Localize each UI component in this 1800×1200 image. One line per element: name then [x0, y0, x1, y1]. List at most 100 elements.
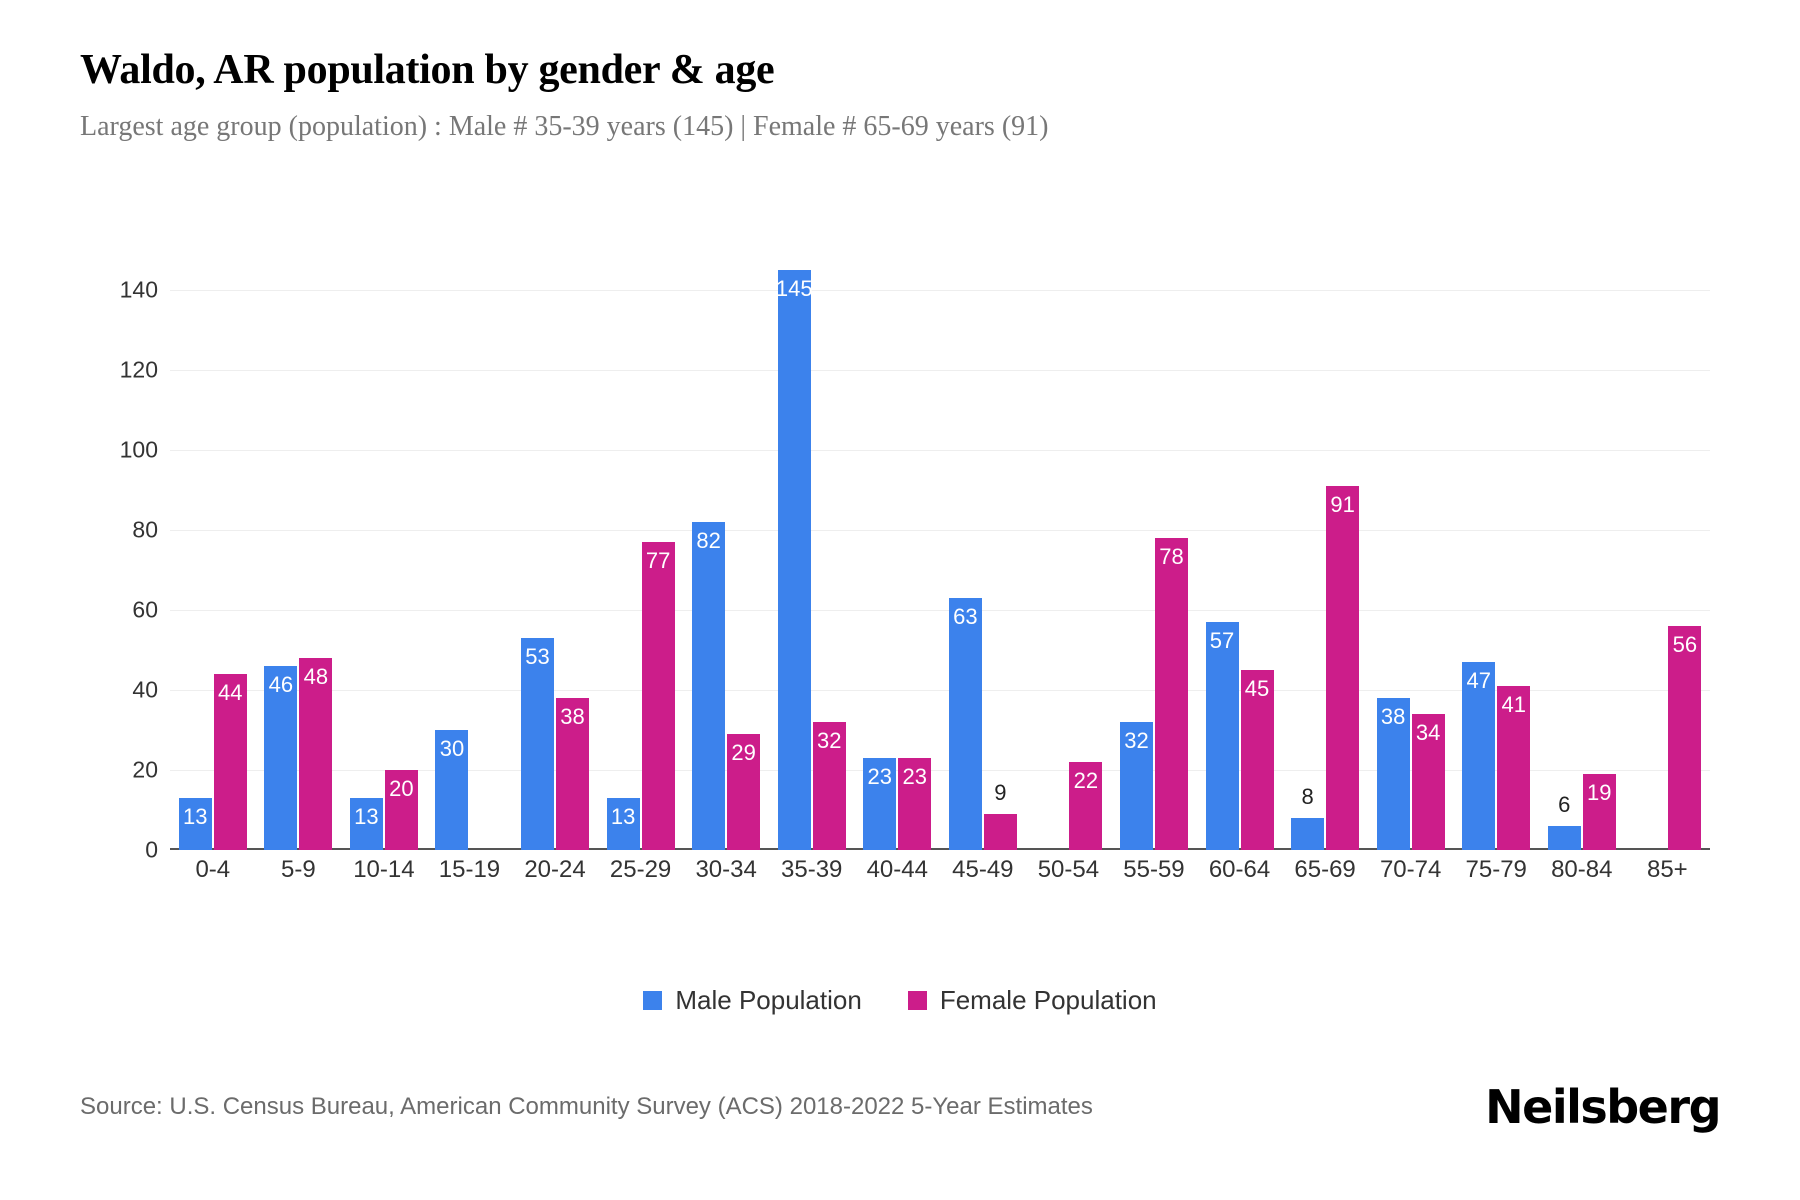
y-axis: 0 20 40 60 80 100 120 140	[80, 250, 158, 863]
bar-female[interactable]: 22	[1069, 762, 1103, 850]
bar-value-label: 57	[1209, 628, 1235, 653]
bar-male[interactable]: 30	[435, 730, 469, 850]
legend-item[interactable]: Female Population	[907, 985, 1157, 1016]
bar-group: 82 29	[683, 250, 769, 850]
bar-value-label: 30	[439, 736, 465, 761]
legend-swatch-male	[643, 991, 663, 1010]
y-axis-tick-label: 0	[145, 836, 158, 863]
bar-female[interactable]: 56	[1668, 626, 1702, 850]
gridlines	[170, 250, 1710, 850]
bar-female[interactable]: 32	[812, 722, 846, 850]
gridline	[170, 770, 1710, 771]
bar-group: 30	[427, 250, 513, 850]
bar-male[interactable]: 23	[863, 758, 897, 850]
bar-value-label: 9	[994, 780, 1007, 805]
y-axis-tick-label: 40	[132, 676, 158, 703]
bar-value-label: 8	[1301, 784, 1314, 809]
bar-female[interactable]: 77	[641, 542, 675, 850]
bar-group: 13 44	[170, 250, 256, 850]
gridline	[170, 450, 1710, 451]
y-axis-tick-label: 140	[119, 276, 158, 303]
bar-male[interactable]: 145	[775, 270, 813, 850]
y-axis-tick-label: 100	[119, 436, 158, 463]
bar-female[interactable]: 78	[1154, 538, 1188, 850]
bar-male[interactable]: 32	[1119, 722, 1153, 850]
bar-female[interactable]: 41	[1497, 686, 1531, 850]
bar-female[interactable]: 91	[1326, 486, 1360, 850]
bar-male[interactable]: 13	[606, 798, 640, 850]
bar-value-label: 44	[218, 680, 243, 705]
x-axis-tick-label: 80-84	[1551, 856, 1613, 883]
bar-value-label: 46	[268, 672, 294, 697]
legend-item[interactable]: Male Population	[643, 985, 862, 1016]
x-axis-tick-label: 25-29	[609, 856, 672, 883]
bar-value-label: 13	[610, 804, 636, 829]
bar-female[interactable]: 34	[1411, 714, 1445, 850]
bar-female[interactable]: 20	[384, 770, 418, 850]
chart-header: Waldo, AR population by gender & age Lar…	[80, 46, 1720, 144]
y-axis-tick-label: 80	[132, 516, 158, 543]
bar-male[interactable]: 38	[1376, 698, 1410, 850]
bar-female[interactable]: 23	[898, 758, 932, 850]
x-axis-tick-label: 70-74	[1379, 856, 1442, 883]
bar-female[interactable]: 29	[727, 734, 761, 850]
x-axis-tick-label: 50-54	[1037, 856, 1100, 883]
gridline	[170, 370, 1710, 371]
y-axis-tick-label: 20	[132, 756, 158, 783]
x-axis-tick-label: 85+	[1646, 856, 1688, 883]
bar-female[interactable]: 9	[983, 782, 1017, 850]
x-axis-baseline	[170, 848, 1710, 850]
x-axis-tick-label: 55-59	[1123, 856, 1185, 883]
bar-male[interactable]: 82	[692, 522, 726, 850]
plot-area: 0 20 40 60 80 100 120 140 13 44 46 48 13 20 30 53 38 13 7…	[80, 250, 1720, 910]
bar-value-label: 53	[525, 644, 550, 669]
bar-male[interactable]: 13	[178, 798, 212, 850]
bar-value-label: 19	[1587, 780, 1612, 805]
bar-value-label: 38	[1380, 704, 1406, 729]
bar-male[interactable]: 63	[948, 598, 982, 850]
bar-value-label: 45	[1244, 676, 1270, 701]
bar-male[interactable]: 8	[1291, 786, 1325, 850]
bar-value-label: 32	[1124, 728, 1149, 753]
bar-male[interactable]: 6	[1547, 794, 1581, 850]
bar-male[interactable]: 13	[349, 798, 383, 850]
bar-male[interactable]: 57	[1205, 622, 1239, 850]
bar-group: 13 20	[341, 250, 427, 850]
bar-group: 13 77	[598, 250, 684, 850]
bar-female[interactable]: 48	[299, 658, 333, 850]
chart-legend: Male Population Female Population	[0, 985, 1800, 1016]
x-axis-tick-label: 10-14	[353, 856, 415, 883]
bar-group: 23 23	[855, 250, 941, 850]
bar-value-label: 63	[953, 604, 978, 629]
gridline	[170, 290, 1710, 291]
bar-value-label: 47	[1466, 668, 1491, 693]
bar-group: 22	[1026, 250, 1112, 850]
bar-male[interactable]: 47	[1462, 662, 1496, 850]
gridline	[170, 690, 1710, 691]
bar-group: 53 38	[512, 250, 598, 850]
bar-female[interactable]: 38	[556, 698, 590, 850]
bar-value-label: 145	[775, 276, 813, 301]
bar-female[interactable]: 44	[213, 674, 247, 850]
legend-label: Male Population	[675, 985, 862, 1015]
bar-female[interactable]: 19	[1582, 774, 1616, 850]
bar-female[interactable]: 45	[1240, 670, 1274, 850]
legend-swatch-female	[907, 991, 927, 1010]
bar-value-label: 48	[303, 664, 329, 689]
bar-value-label: 38	[560, 704, 585, 729]
chart-subtitle: Largest age group (population) : Male # …	[80, 111, 1049, 143]
x-axis-tick-label: 45-49	[952, 856, 1014, 883]
bar-value-label: 20	[389, 776, 414, 801]
bar-male[interactable]: 46	[264, 666, 298, 850]
bar-value-label: 41	[1501, 692, 1526, 717]
bar-group: 63 9	[940, 250, 1026, 850]
bar-group: 47 41	[1453, 250, 1539, 850]
gridline	[170, 610, 1710, 611]
neilsberg-logo: Neilsberg	[1485, 1080, 1721, 1134]
x-axis: 0-4 5-9 10-14 15-19 20-24 25-29 30-34 35-39 40-4…	[170, 856, 1710, 884]
bar-male[interactable]: 53	[521, 638, 555, 850]
y-axis-tick-label: 120	[119, 356, 158, 383]
bar-group: 56	[1625, 250, 1711, 850]
bar-group: 8 91	[1282, 250, 1368, 850]
page-title: Waldo, AR population by gender & age	[80, 47, 775, 93]
